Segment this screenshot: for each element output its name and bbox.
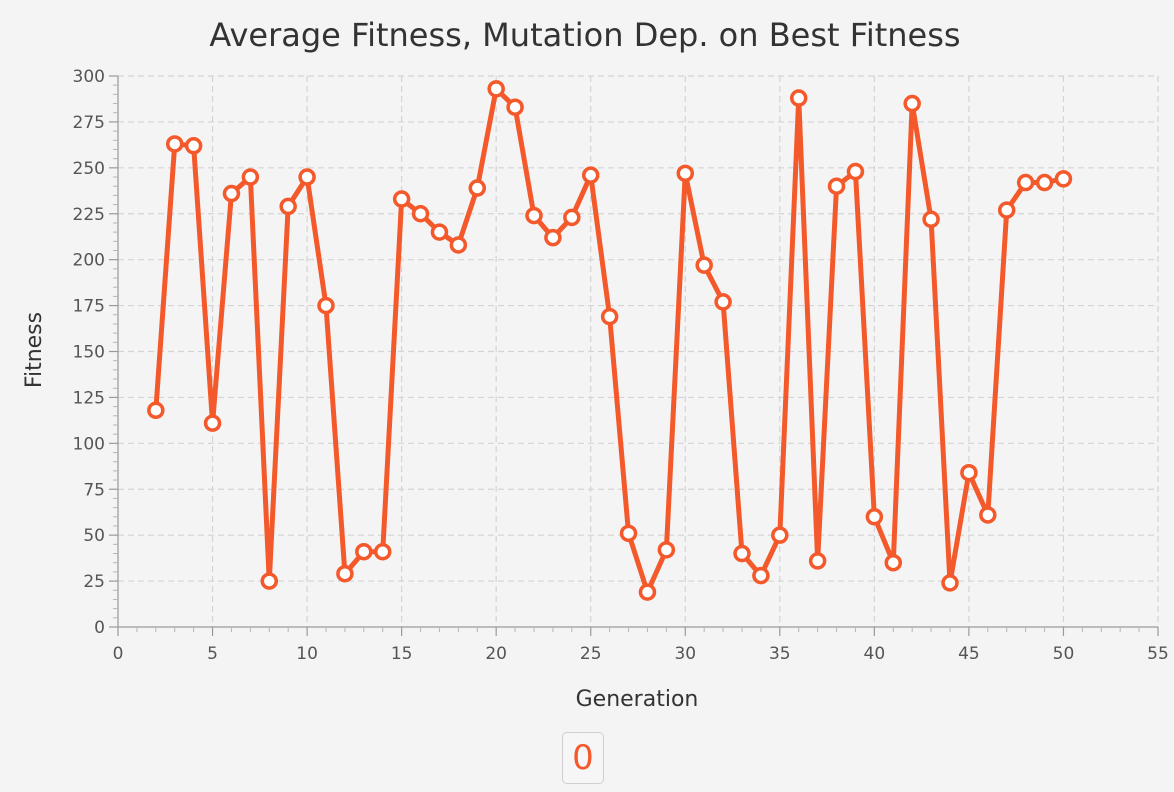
data-point (506, 98, 524, 116)
y-tick-label: 25 (83, 572, 105, 592)
series-layer (147, 80, 1073, 601)
x-tick-label: 5 (207, 644, 218, 664)
data-point (941, 574, 959, 592)
data-point (789, 89, 808, 107)
y-tick-label: 125 (73, 388, 105, 408)
data-point (619, 524, 638, 543)
legend-item[interactable]: 0 (562, 732, 604, 784)
y-tick-label: 75 (83, 480, 105, 500)
data-point (373, 542, 392, 561)
x-tick-label: 10 (296, 644, 318, 664)
data-point (903, 94, 921, 113)
data-point (997, 201, 1016, 219)
data-point (222, 184, 241, 203)
data-point (676, 164, 695, 183)
x-tick-label: 50 (1053, 644, 1075, 664)
data-point (846, 162, 865, 181)
data-point (581, 166, 600, 184)
data-point (203, 414, 222, 432)
x-tick-label: 25 (580, 644, 602, 664)
legend-label: 0 (572, 738, 594, 778)
data-point (411, 205, 430, 223)
data-point (184, 137, 203, 155)
grid (118, 75, 1159, 627)
x-tick-label: 0 (113, 644, 124, 664)
x-tick-label: 35 (769, 644, 791, 664)
data-point (487, 80, 505, 98)
y-tick-label: 150 (73, 343, 105, 363)
data-point (468, 179, 487, 197)
y-tick-label: 200 (73, 251, 105, 271)
y-tick-label: 275 (73, 113, 105, 133)
data-point (147, 401, 165, 420)
y-tick-label: 100 (73, 434, 105, 454)
y-tick-label: 175 (73, 297, 105, 317)
data-point (260, 572, 279, 590)
data-point (752, 566, 770, 585)
data-point (638, 583, 657, 601)
data-point (449, 236, 468, 254)
y-tick-label: 0 (94, 618, 105, 638)
data-point (657, 541, 676, 559)
x-axis-title: Generation (576, 687, 699, 712)
chart-title: Average Fitness, Mutation Dep. on Best F… (209, 16, 960, 54)
data-point (827, 177, 846, 195)
data-point (771, 526, 789, 544)
y-tick-label: 225 (73, 205, 105, 225)
data-point (544, 228, 562, 247)
series-line (153, 86, 1066, 595)
data-point (884, 553, 903, 572)
data-point (392, 190, 411, 208)
y-tick-label: 250 (73, 159, 105, 179)
data-point (241, 168, 260, 186)
data-point (430, 223, 449, 241)
data-point (600, 307, 619, 326)
data-point (336, 564, 354, 583)
x-tick-label: 55 (1147, 644, 1169, 664)
data-point (733, 544, 751, 563)
data-point (1054, 170, 1073, 188)
data-point (525, 206, 543, 225)
line-chart: Average Fitness, Mutation Dep. on Best F… (22, 16, 1169, 712)
data-point (165, 135, 184, 153)
data-point (808, 552, 827, 570)
x-tick-label: 30 (674, 644, 696, 664)
data-point (979, 506, 997, 524)
data-point (279, 197, 297, 216)
data-point (355, 542, 373, 561)
data-point (317, 296, 335, 315)
data-point (298, 168, 316, 186)
data-point (714, 293, 732, 311)
x-tick-label: 15 (391, 644, 413, 664)
data-point (865, 508, 884, 526)
y-axis-title: Fitness (22, 312, 47, 388)
x-tick-label: 45 (958, 644, 980, 664)
x-tick-label: 20 (485, 644, 507, 664)
x-tick-label: 40 (864, 644, 886, 664)
y-tick-label: 50 (83, 526, 105, 546)
axes: 0 5 10 15 20 25 30 35 40 45 50 55 0 25 50 75 100 125 150 17… (73, 67, 1169, 664)
data-point (1035, 173, 1054, 192)
data-point (695, 256, 713, 274)
data-point (960, 463, 978, 482)
data-point (1016, 173, 1035, 192)
y-tick-label: 300 (73, 67, 105, 87)
data-point (563, 208, 581, 227)
data-point (922, 210, 940, 229)
